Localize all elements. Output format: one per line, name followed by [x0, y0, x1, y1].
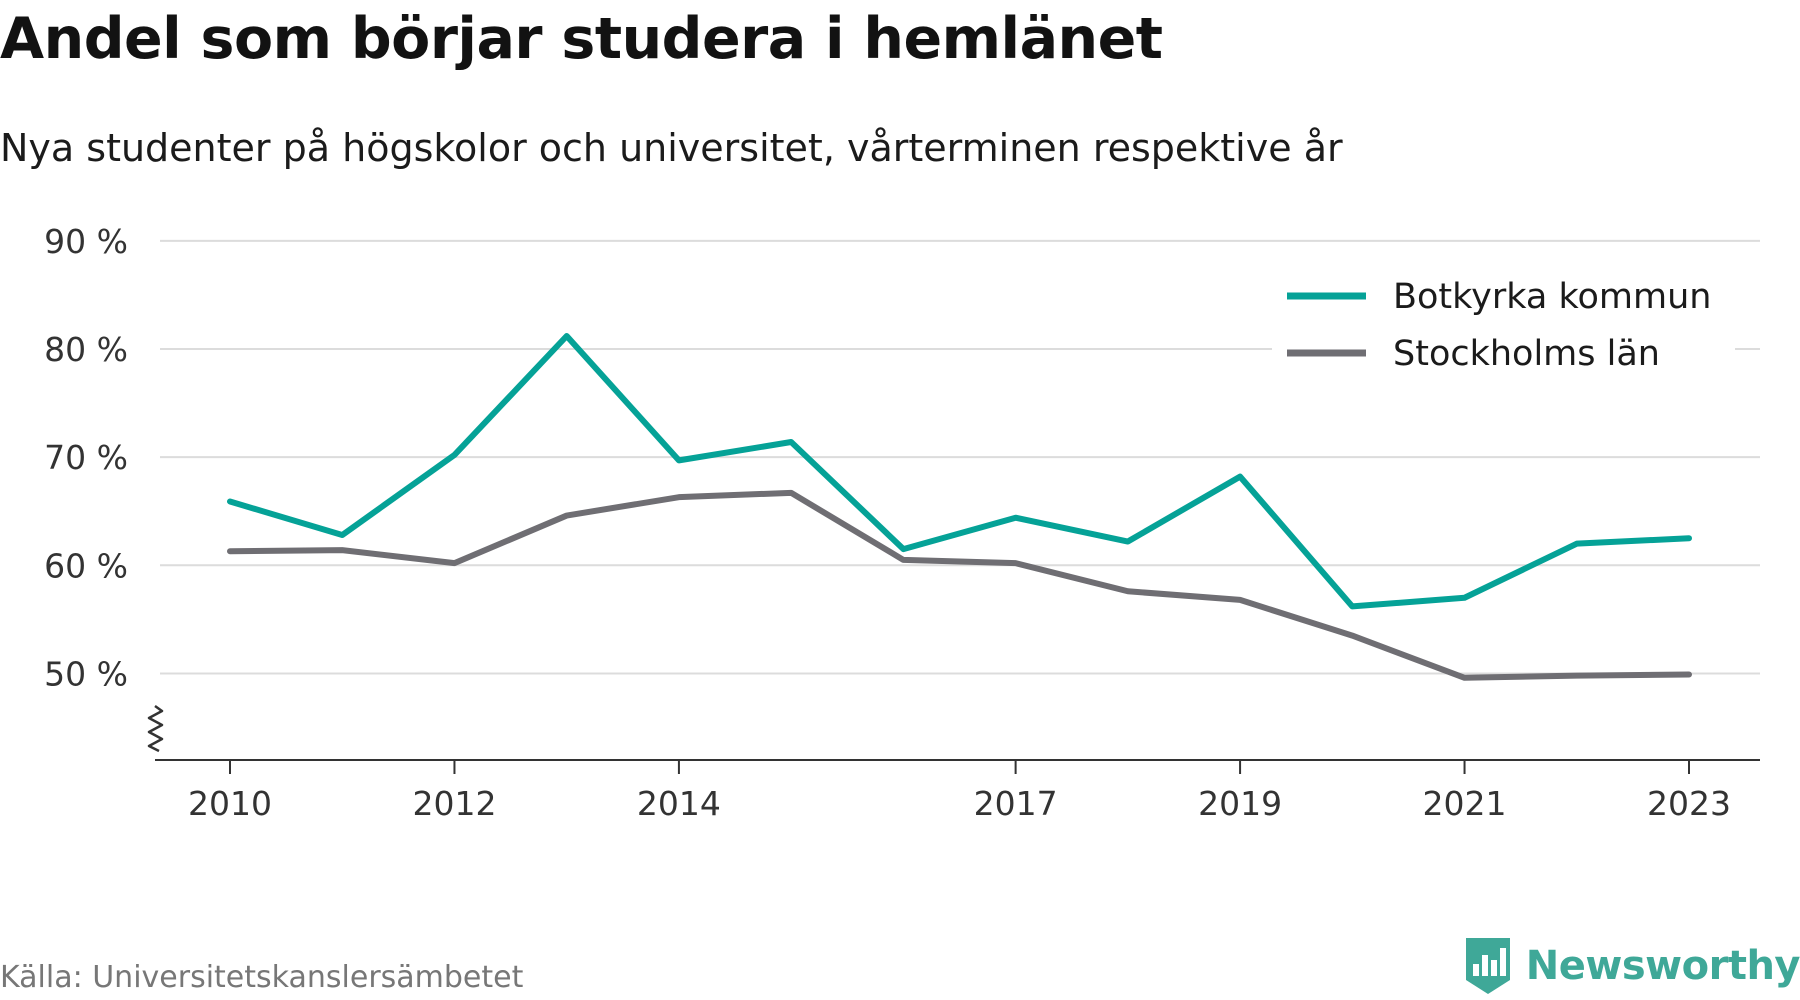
- chart-subtitle: Nya studenter på högskolor och universit…: [0, 126, 1343, 170]
- x-tick-label: 2019: [1198, 784, 1282, 823]
- x-tick-label: 2014: [637, 784, 721, 823]
- x-tick-label: 2010: [188, 784, 272, 823]
- x-tick-label: 2021: [1423, 784, 1507, 823]
- y-tick-label: 60 %: [44, 546, 128, 585]
- series-line: [227, 333, 1692, 610]
- y-tick-label: 50 %: [44, 654, 128, 693]
- x-tick-label: 2023: [1647, 784, 1731, 823]
- y-axis-tick-labels: 50 % 60 % 70 % 80 % 90 %: [44, 222, 128, 694]
- brand-logo: Newsworthy: [1464, 936, 1800, 996]
- x-axis-ticks: 2010 2012 2014 2017 2019 2021 2023: [188, 760, 1731, 823]
- brand-name: Newsworthy: [1525, 943, 1800, 989]
- legend: Botkyrka kommun Stockholms län: [1272, 271, 1735, 374]
- chart-title: Andel som börjar studera i hemlänet: [0, 6, 1163, 72]
- x-tick-label: 2017: [974, 784, 1058, 823]
- series-lines: [227, 333, 1692, 681]
- legend-label: Botkyrka kommun: [1393, 277, 1712, 317]
- newsworthy-logo-icon: [1465, 938, 1510, 994]
- y-tick-label: 90 %: [44, 222, 128, 261]
- series-line: [227, 489, 1692, 681]
- axis-break-icon: [147, 704, 164, 753]
- x-tick-label: 2012: [412, 784, 496, 823]
- y-tick-label: 80 %: [44, 330, 128, 369]
- source-label: Källa: Universitetskanslersämbetet: [0, 960, 524, 995]
- y-tick-label: 70 %: [44, 438, 128, 477]
- legend-label: Stockholms län: [1393, 334, 1660, 374]
